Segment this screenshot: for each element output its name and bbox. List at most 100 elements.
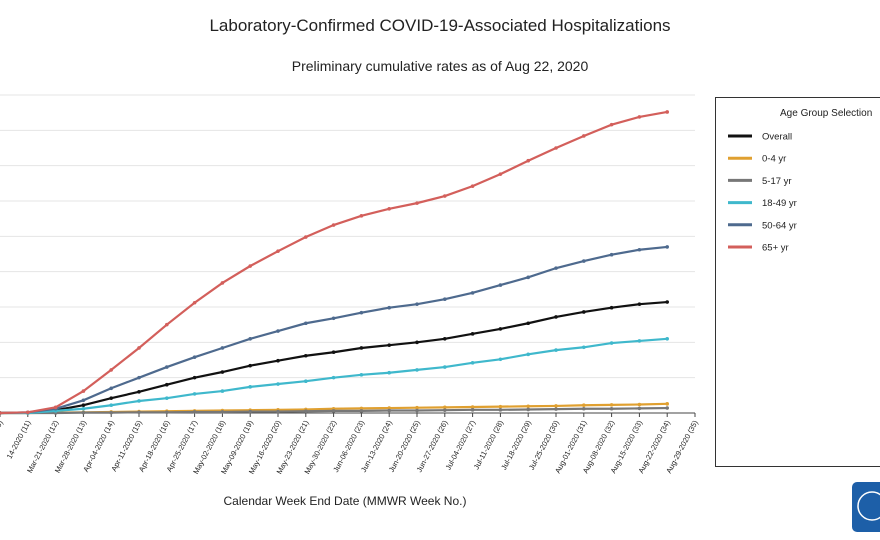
data-point xyxy=(248,337,252,341)
data-point xyxy=(387,370,392,375)
data-point xyxy=(248,409,252,414)
data-point xyxy=(443,408,447,412)
data-point xyxy=(443,365,447,369)
data-point xyxy=(498,283,503,287)
data-point xyxy=(609,341,614,345)
data-point xyxy=(331,350,336,355)
data-point xyxy=(526,404,530,409)
data-point xyxy=(582,406,586,411)
legend-label: Overall xyxy=(762,132,792,143)
data-point xyxy=(192,300,197,305)
legend-label: 18-49 yr xyxy=(762,198,797,209)
data-point xyxy=(637,247,642,252)
data-point xyxy=(137,390,141,394)
data-point xyxy=(554,315,558,319)
data-point xyxy=(165,322,169,327)
data-point xyxy=(387,206,392,211)
data-point xyxy=(276,358,280,363)
data-point xyxy=(415,408,419,413)
data-point xyxy=(554,407,558,411)
chart-title: Laboratory-Confirmed COVID-19-Associated… xyxy=(209,16,670,35)
data-point xyxy=(387,343,392,347)
data-point xyxy=(81,403,86,408)
data-point xyxy=(359,373,364,377)
data-point xyxy=(498,357,503,362)
data-point xyxy=(304,379,308,384)
data-point xyxy=(165,396,169,400)
data-point xyxy=(137,346,141,350)
data-point xyxy=(0,411,2,415)
data-point xyxy=(192,375,197,380)
x-tick-label: 0) xyxy=(0,418,5,429)
data-point xyxy=(137,410,141,415)
legend-box xyxy=(715,97,880,467)
data-point xyxy=(248,264,252,268)
data-point xyxy=(276,249,280,253)
data-point xyxy=(498,404,503,409)
chart-subtitle: Preliminary cumulative rates as of Aug 2… xyxy=(292,58,589,74)
data-point xyxy=(331,223,336,227)
data-point xyxy=(415,405,419,410)
data-point xyxy=(554,404,558,408)
data-point xyxy=(359,310,364,315)
data-point xyxy=(582,134,586,138)
data-point xyxy=(554,146,558,150)
data-point xyxy=(387,305,392,310)
data-point xyxy=(81,406,86,411)
data-point xyxy=(609,252,614,257)
x-tick-label: 14-2020 (11) xyxy=(5,418,33,460)
x-axis-label: Calendar Week End Date (MMWR Week No.) xyxy=(224,494,467,508)
data-point xyxy=(415,368,419,372)
data-point xyxy=(331,375,336,380)
data-point xyxy=(637,115,642,119)
data-point xyxy=(470,405,475,409)
legend-label: 50-64 yr xyxy=(762,220,797,231)
data-point xyxy=(665,245,669,249)
data-point xyxy=(331,316,336,321)
data-point xyxy=(526,275,530,280)
series-line xyxy=(0,110,668,415)
data-point xyxy=(443,194,447,198)
data-point xyxy=(109,386,113,391)
data-point xyxy=(359,409,364,413)
data-point xyxy=(53,405,58,410)
data-point xyxy=(81,410,86,415)
data-point xyxy=(554,266,558,270)
data-point xyxy=(470,408,475,412)
data-point xyxy=(637,302,642,306)
data-point xyxy=(359,214,364,218)
data-point xyxy=(526,158,530,163)
data-point xyxy=(470,332,475,336)
data-point xyxy=(443,297,447,302)
data-point xyxy=(248,363,252,368)
data-point xyxy=(26,410,30,415)
data-point xyxy=(304,409,308,414)
data-point xyxy=(248,385,252,389)
data-point xyxy=(387,406,392,410)
legend-label: 5-17 yr xyxy=(762,176,792,187)
data-point xyxy=(109,396,113,400)
data-point xyxy=(220,346,225,350)
data-point xyxy=(637,339,642,343)
data-point xyxy=(665,300,669,304)
data-point xyxy=(665,406,669,410)
data-point xyxy=(498,408,503,412)
data-point xyxy=(109,368,113,372)
data-point xyxy=(220,410,225,414)
data-point xyxy=(470,291,475,295)
data-point xyxy=(526,321,530,326)
data-point xyxy=(359,406,364,411)
data-point xyxy=(137,375,141,380)
data-point xyxy=(304,235,308,239)
legend-label: 65+ yr xyxy=(762,243,789,254)
data-point xyxy=(165,365,169,369)
data-point xyxy=(526,407,530,412)
legend-label: 0-4 yr xyxy=(762,154,786,165)
data-point xyxy=(387,408,392,413)
data-point xyxy=(498,172,503,176)
data-point xyxy=(637,402,642,407)
data-point xyxy=(470,361,475,365)
data-point xyxy=(276,329,280,333)
data-point xyxy=(109,410,113,415)
data-point xyxy=(165,410,169,415)
